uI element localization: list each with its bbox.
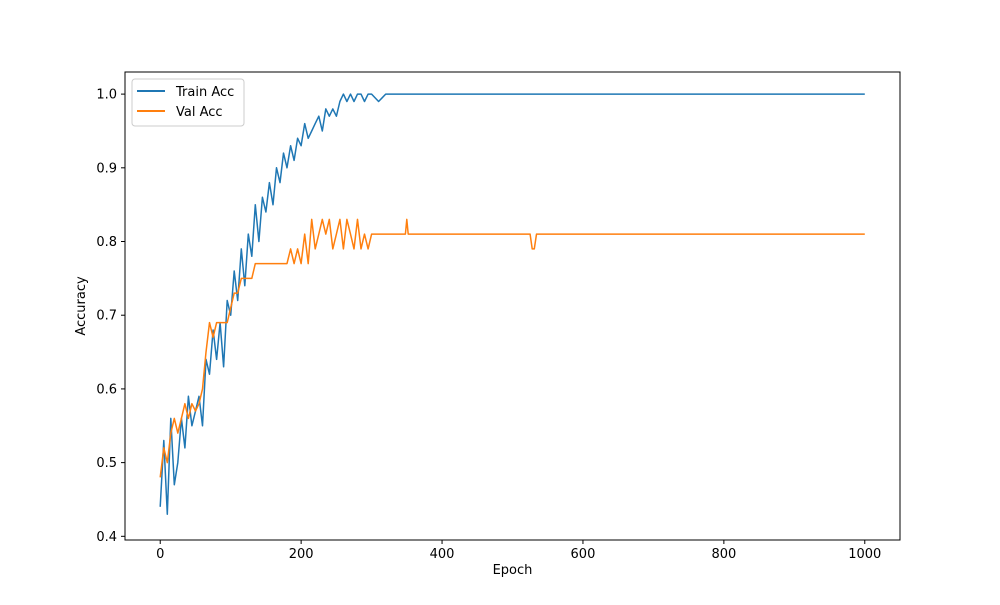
y-tick-label: 0.5	[96, 456, 117, 471]
y-tick-label: 1.0	[96, 88, 117, 103]
y-tick-label: 0.4	[96, 530, 117, 545]
legend: Train Acc Val Acc	[131, 78, 245, 127]
legend-label-val-acc: Val Acc	[176, 105, 223, 120]
y-axis-ticks: 0.4 0.5 0.6 0.7 0.8 0.9 1.0	[96, 88, 125, 545]
y-axis-label: Accuracy	[74, 276, 89, 336]
plot-area	[125, 72, 900, 540]
y-tick-label: 0.7	[96, 309, 117, 324]
y-tick-label: 0.9	[96, 161, 117, 176]
legend-label-train-acc: Train Acc	[175, 85, 234, 100]
x-tick-label: 0	[156, 547, 164, 562]
x-tick-label: 800	[711, 547, 736, 562]
x-axis-ticks: 0 200 400 600 800 1000	[156, 540, 881, 562]
series-layer	[159, 93, 865, 515]
x-tick-label: 400	[430, 547, 455, 562]
x-tick-label: 200	[289, 547, 314, 562]
series-line-val-acc	[159, 218, 865, 478]
y-tick-label: 0.6	[96, 382, 117, 397]
plot-frame	[124, 71, 901, 541]
y-tick-label: 0.8	[96, 235, 117, 250]
series-line-train-acc	[159, 93, 865, 515]
x-tick-label: 600	[571, 547, 596, 562]
x-tick-label: 1000	[848, 547, 881, 562]
x-axis-label: Epoch	[493, 563, 533, 578]
